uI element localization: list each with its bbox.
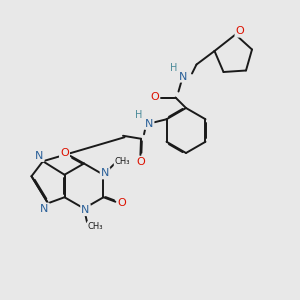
Text: O: O [236,26,244,37]
Text: O: O [136,157,145,167]
Text: N: N [101,168,109,178]
Text: H: H [135,110,142,120]
Text: O: O [150,92,159,103]
Text: N: N [35,151,44,161]
Text: N: N [179,71,187,82]
Text: N: N [145,119,153,129]
Text: O: O [118,198,127,208]
Text: N: N [81,205,90,215]
Text: H: H [170,63,177,74]
Text: CH₃: CH₃ [115,157,130,166]
Text: O: O [60,148,69,158]
Text: CH₃: CH₃ [88,222,103,231]
Text: N: N [40,204,49,214]
